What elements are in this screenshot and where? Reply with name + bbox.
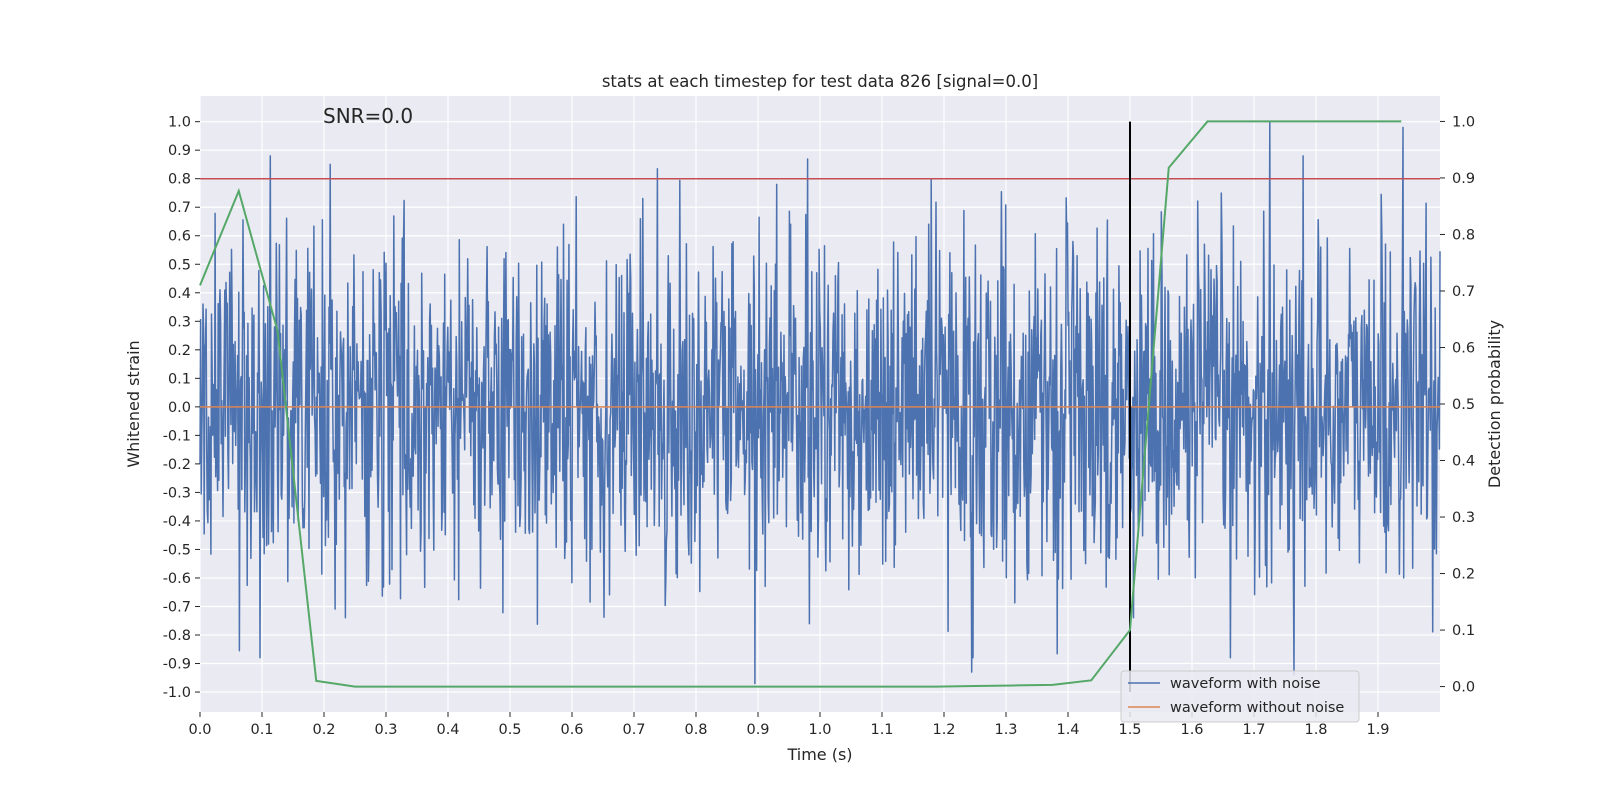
y-tick-label: -0.5 [163, 542, 191, 558]
x-tick-label: 0.9 [746, 722, 769, 738]
y2-axis-ticks: 1.0 0.9 0.8 0.7 0.6 0.5 0.4 0.3 0.2 0.1 0.0 [1440, 114, 1475, 696]
legend: waveform with noise waveform without noi… [1120, 670, 1360, 723]
y-tick-label: 0.7 [168, 200, 191, 216]
legend-frame [1120, 670, 1360, 723]
series-detection-probability [199, 120, 1402, 688]
y-tick-label: 0.9 [168, 143, 191, 159]
x-tick-label: 0.1 [250, 722, 273, 738]
x-tick-label: 1.9 [1366, 722, 1389, 738]
y2-tick-label: 0.3 [1452, 510, 1475, 526]
x-tick-label: 1.5 [1118, 722, 1141, 738]
legend-label-noise: waveform with noise [1170, 676, 1321, 692]
x-tick-label: 1.6 [1180, 722, 1203, 738]
x-tick-label: 1.0 [808, 722, 831, 738]
detection-probability-line [199, 120, 1402, 688]
y-tick-label: -0.4 [163, 514, 191, 530]
y-tick-label: -0.9 [163, 657, 191, 673]
x-tick-label: 0.0 [188, 722, 211, 738]
y-tick-label: 0.2 [168, 343, 191, 359]
y-tick-label: 1.0 [168, 115, 191, 131]
y-axis-label: Whitened strain [124, 340, 143, 467]
y2-tick-label: 0.0 [1452, 680, 1475, 696]
y2-tick-label: 0.9 [1452, 171, 1475, 187]
y-tick-label: 0.8 [168, 172, 191, 188]
y2-tick-label: 0.6 [1452, 340, 1475, 356]
x-tick-label: 1.8 [1304, 722, 1327, 738]
y2-tick-label: 1.0 [1452, 114, 1475, 130]
y-axis-ticks: 1.0 0.9 0.8 0.7 0.6 0.5 0.4 0.3 0.2 0.1 0.0 -0.1 -0.… [163, 115, 200, 701]
y-tick-label: -0.1 [163, 428, 191, 444]
snr-annotation: SNR=0.0 [323, 104, 413, 128]
y-tick-label: 0.4 [168, 286, 191, 302]
y2-tick-label: 0.1 [1452, 623, 1475, 639]
x-tick-label: 0.8 [684, 722, 707, 738]
y-tick-label: 0.1 [168, 371, 191, 387]
y-tick-label: -0.7 [163, 599, 191, 615]
x-tick-label: 0.5 [498, 722, 521, 738]
y2-tick-label: 0.2 [1452, 567, 1475, 583]
legend-label-clean: waveform without noise [1170, 700, 1344, 716]
y2-tick-label: 0.4 [1452, 454, 1475, 470]
y-tick-label: 0.3 [168, 314, 191, 330]
x-tick-label: 0.7 [622, 722, 645, 738]
waveform-with-noise-line [199, 120, 1441, 685]
y-tick-label: 0.0 [168, 400, 191, 416]
x-tick-label: 1.1 [870, 722, 893, 738]
x-tick-label: 1.2 [932, 722, 955, 738]
y2-tick-label: 0.5 [1452, 397, 1475, 413]
y-tick-label: -0.3 [163, 485, 191, 501]
chart-title: stats at each timestep for test data 826… [602, 72, 1038, 91]
x-tick-label: 0.2 [312, 722, 335, 738]
y2-axis-label: Detection probability [1485, 320, 1504, 488]
y-tick-label: -1.0 [163, 685, 191, 701]
y-tick-label: -0.6 [163, 571, 191, 587]
x-axis-label: Time (s) [786, 745, 852, 764]
x-axis-ticks: 0.0 0.1 0.2 0.3 0.4 0.5 0.6 0.7 0.8 0.9 1.0 1.1 1.2 1… [188, 712, 1390, 738]
x-tick-label: 0.6 [560, 722, 583, 738]
y2-tick-label: 0.8 [1452, 227, 1475, 243]
y-tick-label: 0.6 [168, 229, 191, 245]
x-tick-label: 1.3 [994, 722, 1017, 738]
x-tick-label: 0.4 [436, 722, 459, 738]
x-tick-label: 1.4 [1056, 722, 1079, 738]
y-tick-label: 0.5 [168, 257, 191, 273]
x-tick-label: 1.7 [1242, 722, 1265, 738]
x-tick-label: 0.3 [374, 722, 397, 738]
series-waveform-with-noise [199, 120, 1441, 685]
y2-tick-label: 0.7 [1452, 284, 1475, 300]
y-tick-label: -0.8 [163, 628, 191, 644]
y-tick-label: -0.2 [163, 457, 191, 473]
